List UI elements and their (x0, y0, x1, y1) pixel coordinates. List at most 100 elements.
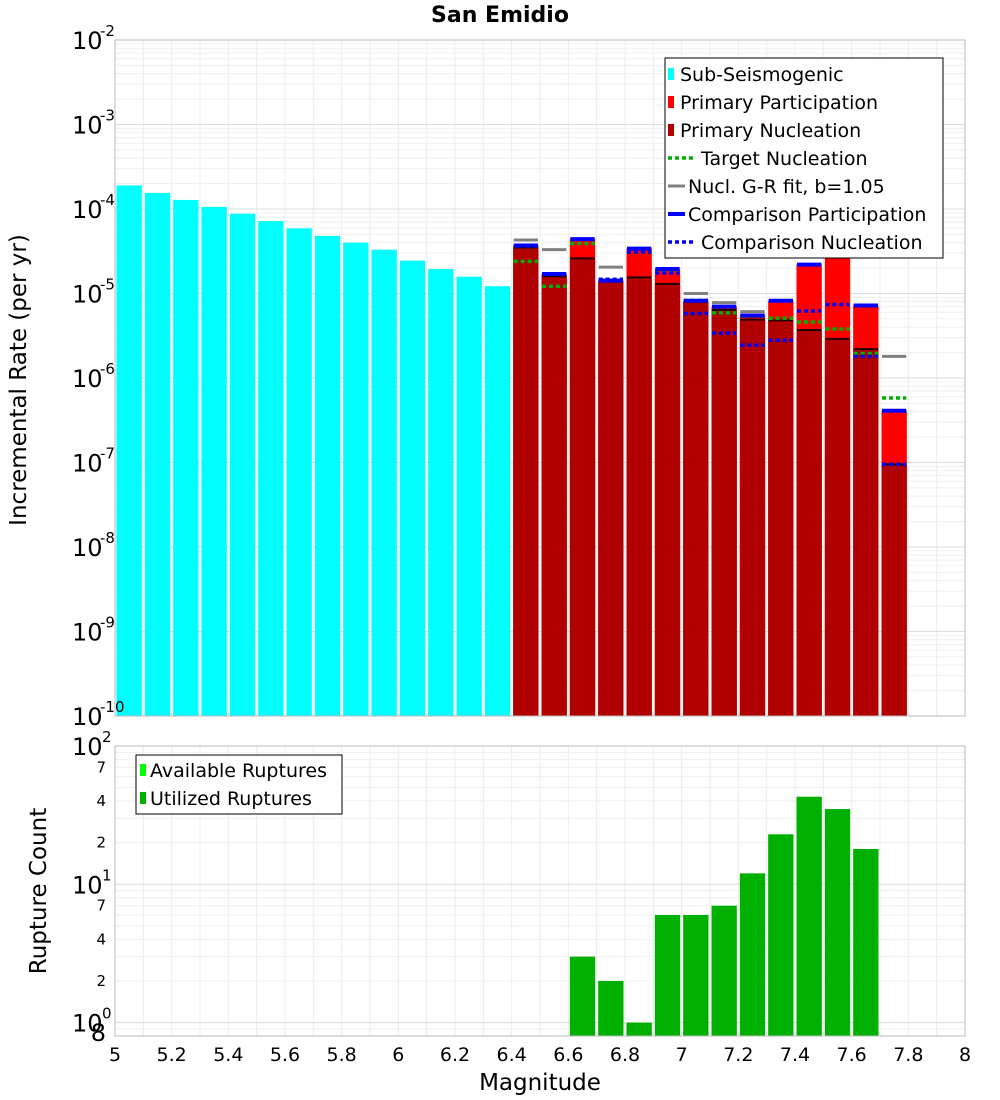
top-y-tick-exponent: -7 (100, 445, 115, 463)
primary-nucleation-bar (626, 277, 652, 716)
x-tick-label: 6.6 (553, 1044, 583, 1066)
x-tick-label: 5.2 (157, 1044, 187, 1066)
utilized-ruptures-bar (683, 914, 709, 1036)
top-legend-label: Nucl. G-R fit, b=1.05 (688, 176, 885, 198)
bottom-legend-box (135, 754, 343, 815)
sub-seismogenic-bar (201, 206, 227, 717)
top-y-tick-exponent: -8 (100, 529, 115, 547)
sub-seismogenic-bar (229, 213, 256, 716)
primary-nucleation-bar (739, 319, 766, 716)
bottom-x-tick-labels: 5 5.2 5.4 5.6 5.8 6 6.2 6.4 6.6 6.8 7 7.2 7.4 7.6 7.8 8 (109, 1044, 971, 1066)
primary-nucleation-bar (569, 258, 596, 716)
bottom-y-tick-base: 10 (72, 1010, 103, 1038)
top-y-tick-base: 10 (72, 281, 103, 309)
primary-nucleation-bar (824, 338, 851, 716)
bottom-legend-label: Utilized Ruptures (150, 788, 312, 810)
x-tick-label: 5 (109, 1044, 121, 1066)
sub-seismogenic-bar (484, 286, 511, 716)
sub-seismogenic-bar (456, 276, 482, 716)
sub-seismogenic-bar (116, 185, 142, 717)
bottom-y-minor-tick: 4 (96, 930, 106, 948)
utilized-ruptures-bar (569, 956, 596, 1036)
primary-nucleation-bar (654, 283, 681, 716)
primary-nucleation-bar (598, 281, 624, 716)
x-tick-label: 7.4 (780, 1044, 810, 1066)
sub-seismogenic-bar (286, 228, 312, 716)
bottom-legend-items: Available Ruptures Utilized Ruptures (140, 760, 327, 810)
primary-nucleation-bar (853, 349, 879, 716)
x-tick-label: 6 (392, 1044, 404, 1066)
top-y-tick-exponent: -4 (100, 191, 115, 209)
x-tick-label: 6.4 (497, 1044, 527, 1066)
utilized-ruptures-bar (739, 873, 766, 1036)
top-y-tick-base: 10 (72, 703, 103, 731)
bottom-legend-swatch (140, 764, 146, 776)
top-y-tick-base: 10 (72, 365, 103, 393)
bottom-y-minor-tick: 7 (96, 897, 106, 915)
top-y-tick-base: 10 (72, 112, 103, 140)
sub-seismogenic-bar (173, 199, 199, 717)
x-tick-label: 7.2 (723, 1044, 753, 1066)
top-y-tick-exponent: -9 (100, 614, 115, 632)
sub-seismogenic-bar (428, 268, 454, 716)
top-legend: Sub-Seismogenic Primary Participation Prim… (664, 57, 944, 259)
x-tick-label: 6.2 (440, 1044, 470, 1066)
utilized-ruptures-bar (824, 809, 851, 1036)
bottom-plot-frame (114, 745, 966, 1037)
bottom-y-minor-tick: 7 (96, 758, 106, 776)
primary-nucleation-bar (881, 464, 907, 716)
bottom-y-tick-exponent: 0 (102, 1005, 112, 1023)
bottom-y-tick-exponent: 2 (102, 728, 112, 746)
top-bars (116, 185, 907, 717)
primary-nucleation-bar (768, 320, 794, 716)
utilized-ruptures-bar (598, 980, 624, 1036)
sub-seismogenic-bar (343, 242, 369, 717)
top-y-tick-base: 10 (72, 450, 103, 478)
top-legend-box (664, 57, 944, 259)
bottom-legend: Available Ruptures Utilized Ruptures (135, 754, 343, 815)
x-tick-label: 5.6 (270, 1044, 300, 1066)
x-tick-label: 7.8 (893, 1044, 923, 1066)
primary-nucleation-bar (513, 247, 539, 716)
top-legend-label: Comparison Participation (688, 204, 926, 226)
top-legend-label: Target Nucleation (700, 148, 868, 170)
top-y-tick-base: 10 (72, 619, 103, 647)
sub-seismogenic-bar (314, 235, 341, 716)
sub-seismogenic-bar (258, 221, 284, 716)
x-tick-label: 7.6 (837, 1044, 867, 1066)
bottom-legend-swatch (140, 792, 146, 804)
top-y-tick-exponent: -2 (100, 22, 115, 40)
bottom-y-tick-base: 10 (72, 733, 103, 761)
primary-nucleation-bar (796, 329, 822, 716)
top-legend-swatch (668, 68, 674, 80)
bottom-y-tick-base: 10 (72, 871, 103, 899)
utilized-ruptures-bar (853, 848, 879, 1036)
bottom-y-minor-tick: 2 (96, 834, 106, 852)
top-y-tick-base: 10 (72, 534, 103, 562)
top-y-tick-exponent: -3 (100, 107, 115, 125)
primary-nucleation-bar (711, 309, 737, 716)
top-legend-label: Sub-Seismogenic (680, 64, 844, 86)
bottom-y-axis-label: Rupture Count (26, 808, 52, 974)
top-legend-label: Primary Participation (680, 92, 878, 114)
chart-title: San Emidio (431, 3, 569, 28)
top-legend-label: Primary Nucleation (680, 120, 861, 142)
top-legend-swatch (668, 96, 674, 108)
top-y-tick-exponent: -6 (100, 360, 115, 378)
top-y-tick-base: 10 (72, 196, 103, 224)
bottom-y-minor-tick: 8 (91, 1019, 106, 1047)
x-axis-label: Magnitude (479, 1070, 601, 1096)
utilized-ruptures-bar (626, 1022, 652, 1036)
x-tick-label: 6.8 (610, 1044, 640, 1066)
utilized-ruptures-bar (796, 796, 822, 1036)
bottom-legend-label: Available Ruptures (150, 760, 327, 782)
bottom-y-tick-exponent: 1 (102, 866, 112, 884)
top-y-tick-exponent: -5 (100, 276, 115, 294)
utilized-ruptures-bar (654, 914, 681, 1036)
